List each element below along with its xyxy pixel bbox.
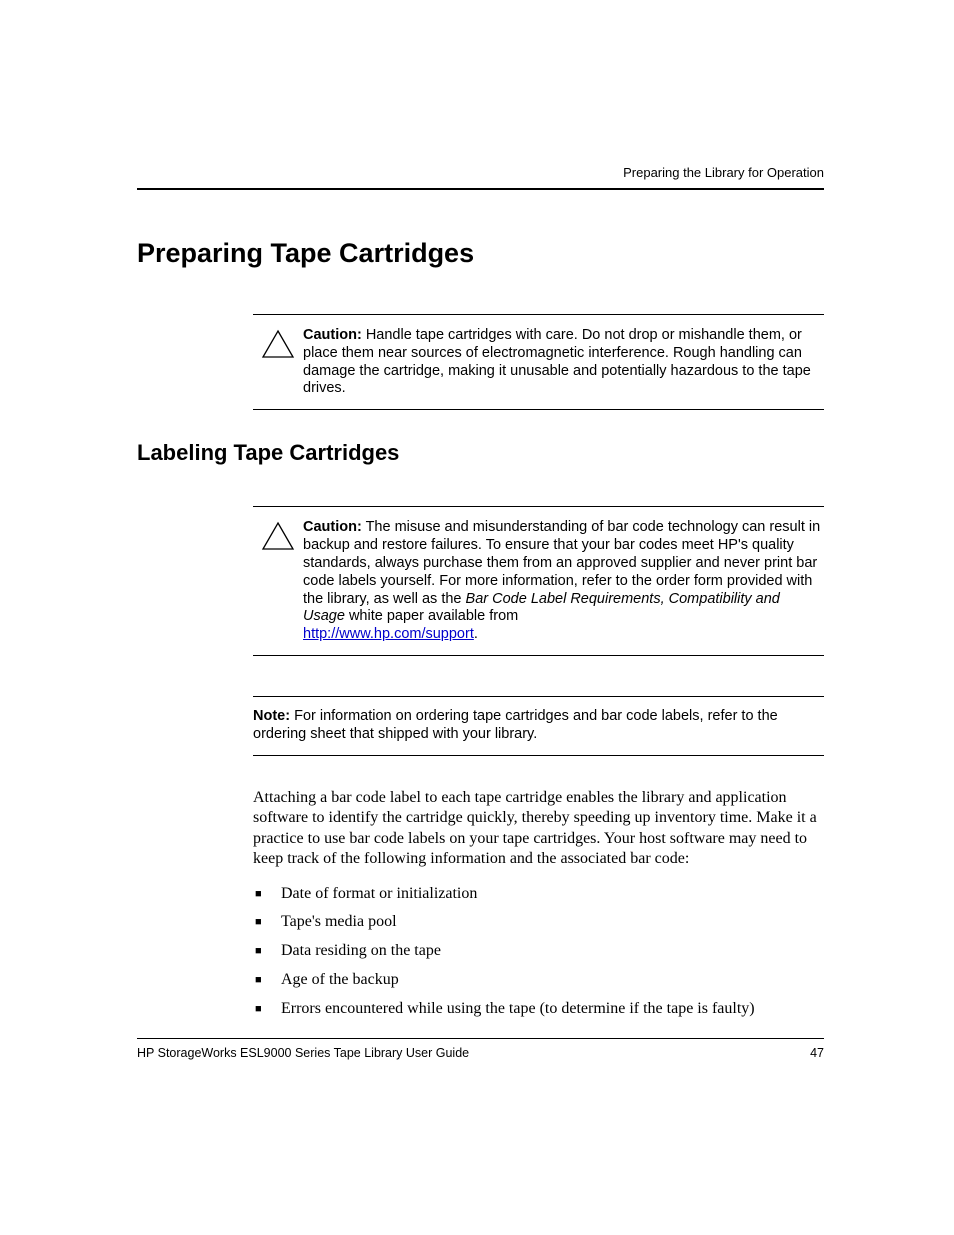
- list-item: ■Age of the backup: [253, 970, 824, 991]
- list-item: ■Data residing on the tape: [253, 941, 824, 962]
- caution-2-text: Caution: The misuse and misunderstanding…: [303, 519, 824, 644]
- footer-doc-title: HP StorageWorks ESL9000 Series Tape Libr…: [137, 1046, 469, 1060]
- bullet-text: Date of format or initialization: [281, 884, 824, 905]
- list-item: ■Errors encountered while using the tape…: [253, 999, 824, 1020]
- note-box: Note: For information on ordering tape c…: [253, 696, 824, 756]
- bullet-icon: ■: [253, 970, 281, 991]
- caution-2-mid: white paper available from: [345, 608, 518, 624]
- bullet-text: Data residing on the tape: [281, 941, 824, 962]
- running-header: Preparing the Library for Operation: [137, 165, 824, 190]
- caution-2-post: .: [474, 626, 478, 642]
- caution-triangle-icon: [253, 519, 303, 644]
- caution-box-2: Caution: The misuse and misunderstanding…: [253, 506, 824, 656]
- footer-page-number: 47: [810, 1046, 824, 1060]
- bullet-text: Age of the backup: [281, 970, 824, 991]
- note-label: Note:: [253, 708, 290, 724]
- caution-1-body: Handle tape cartridges with care. Do not…: [303, 327, 811, 396]
- bullet-icon: ■: [253, 884, 281, 905]
- caution-label: Caution:: [303, 327, 362, 343]
- bullet-icon: ■: [253, 941, 281, 962]
- support-link[interactable]: http://www.hp.com/support: [303, 626, 474, 642]
- note-text: For information on ordering tape cartrid…: [253, 708, 778, 742]
- body-paragraph: Attaching a bar code label to each tape …: [253, 788, 824, 870]
- bullet-icon: ■: [253, 912, 281, 933]
- bullet-icon: ■: [253, 999, 281, 1020]
- caution-1-text: Caution: Handle tape cartridges with car…: [303, 327, 824, 398]
- heading-1: Preparing Tape Cartridges: [137, 238, 824, 269]
- caution-box-1: Caution: Handle tape cartridges with car…: [253, 314, 824, 410]
- bullet-text: Errors encountered while using the tape …: [281, 999, 824, 1020]
- bullet-text: Tape's media pool: [281, 912, 824, 933]
- list-item: ■Tape's media pool: [253, 912, 824, 933]
- caution-triangle-icon: [253, 327, 303, 398]
- page-footer: HP StorageWorks ESL9000 Series Tape Libr…: [137, 1038, 824, 1060]
- bullet-list: ■Date of format or initialization ■Tape'…: [253, 884, 824, 1020]
- heading-2: Labeling Tape Cartridges: [137, 440, 824, 466]
- page: Preparing the Library for Operation Prep…: [0, 0, 954, 1235]
- list-item: ■Date of format or initialization: [253, 884, 824, 905]
- caution-label: Caution:: [303, 519, 362, 535]
- section-title: Preparing the Library for Operation: [623, 165, 824, 180]
